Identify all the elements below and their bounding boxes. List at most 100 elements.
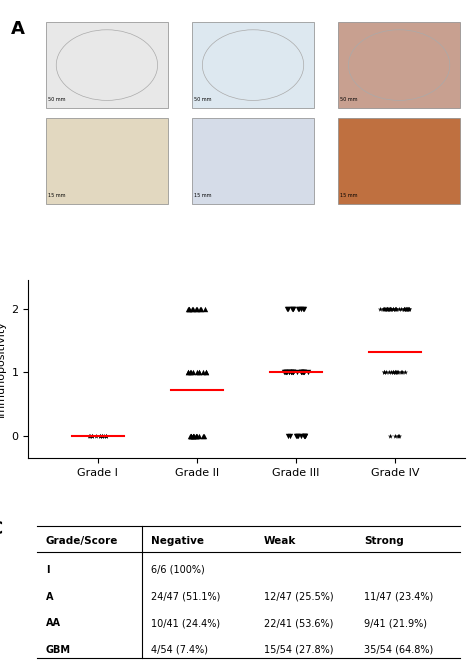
Point [297,367,305,377]
Point [197,303,204,314]
Text: A: A [11,20,25,38]
Point [189,430,197,441]
Point [284,367,292,377]
Point [300,367,308,377]
Text: 9/41 (21.9%): 9/41 (21.9%) [364,618,427,628]
Point [288,367,296,377]
Text: A: A [46,591,54,601]
Point [282,367,289,377]
Ellipse shape [202,30,304,100]
Point [285,367,292,377]
Point [188,303,196,314]
Point [389,303,397,314]
Point [382,303,390,314]
Point [282,367,290,377]
Text: 6/6 (100%): 6/6 (100%) [151,565,204,575]
Y-axis label: Immunopositivity: Immunopositivity [0,320,6,417]
Point [405,303,413,314]
Text: I: I [46,565,49,575]
Text: Negative: Negative [151,535,203,545]
Point [397,303,405,314]
Point [385,303,392,314]
Point [404,303,412,314]
Point [88,430,95,441]
Point [300,367,307,377]
Point [301,430,309,441]
Point [202,367,210,377]
Point [289,367,296,377]
Point [402,303,410,314]
Point [380,303,388,314]
Point [92,430,100,441]
Point [301,430,308,441]
Point [186,430,193,441]
Point [292,430,300,441]
Point [299,367,306,377]
Point [283,303,291,314]
Point [293,367,301,377]
Text: GBM: GBM [46,645,71,655]
Point [193,430,201,441]
Point [301,430,309,441]
Point [293,430,301,441]
Point [98,430,106,441]
Point [289,303,296,314]
Point [287,367,294,377]
Point [96,430,103,441]
Point [387,303,395,314]
Point [383,303,391,314]
Point [300,303,308,314]
Point [196,303,204,314]
Point [299,367,306,377]
Point [383,303,391,314]
Point [187,430,194,441]
Point [398,367,405,377]
Point [402,303,410,314]
Point [281,367,288,377]
Point [401,303,409,314]
Point [382,367,390,377]
Point [392,367,400,377]
Point [403,303,410,314]
Point [284,430,292,441]
Point [287,367,295,377]
Point [192,430,200,441]
Text: 15 mm: 15 mm [194,193,212,198]
Point [304,367,311,377]
Point [386,430,394,441]
Point [380,367,388,377]
Point [300,367,307,377]
Point [383,303,391,314]
Point [391,430,399,441]
Point [187,367,194,377]
Point [401,303,408,314]
Point [300,303,307,314]
Point [386,303,394,314]
Point [187,367,195,377]
Text: 22/41 (53.6%): 22/41 (53.6%) [264,618,333,628]
Point [389,303,396,314]
Point [395,303,403,314]
Point [192,430,200,441]
Point [401,367,409,377]
Point [200,430,207,441]
Point [387,367,394,377]
Point [401,303,408,314]
Point [202,367,210,377]
Point [377,303,384,314]
Point [284,303,292,314]
Point [100,430,108,441]
Point [397,367,405,377]
Point [193,303,201,314]
Point [391,367,399,377]
Point [192,303,200,314]
Point [191,430,198,441]
Point [394,367,402,377]
Point [201,303,209,314]
Text: Grade/Score: Grade/Score [46,535,118,545]
Point [394,430,402,441]
Point [184,367,192,377]
Point [102,430,109,441]
Point [405,303,413,314]
Point [184,303,191,314]
